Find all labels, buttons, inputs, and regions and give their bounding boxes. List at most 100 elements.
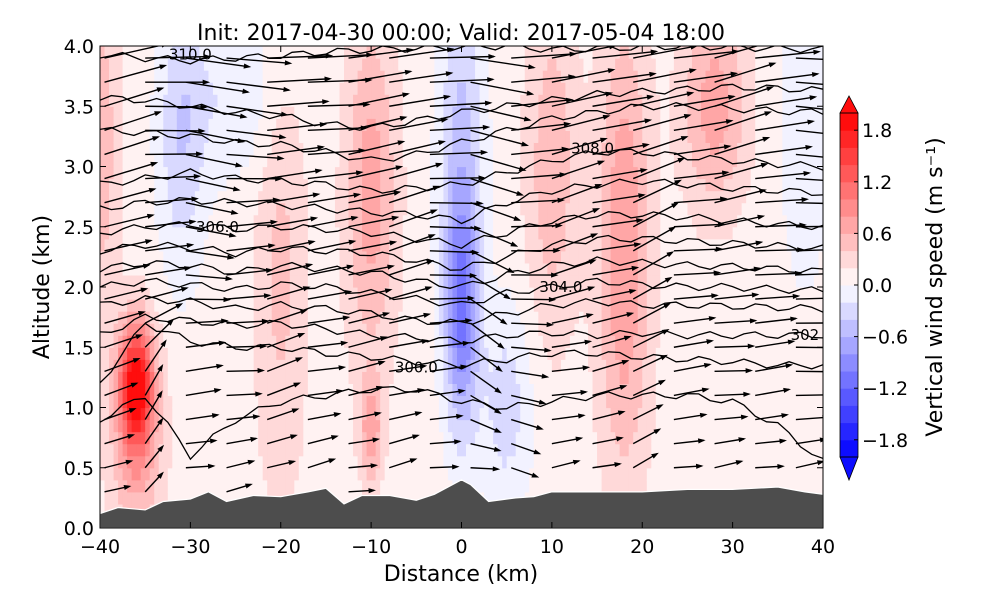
w-cell xyxy=(493,94,499,107)
w-cell xyxy=(276,347,282,360)
w-cell xyxy=(429,142,435,156)
w-cell xyxy=(244,262,250,276)
w-cell xyxy=(547,106,553,119)
w-cell xyxy=(597,262,603,276)
w-cell xyxy=(357,443,363,457)
w-cell xyxy=(113,491,119,505)
w-cell xyxy=(176,82,182,95)
w-cell xyxy=(163,106,169,119)
w-cell xyxy=(172,347,178,360)
w-cell xyxy=(176,431,182,445)
w-cell xyxy=(113,274,119,288)
w-cell xyxy=(452,323,458,336)
w-cell xyxy=(136,142,142,156)
w-cell xyxy=(294,70,300,83)
w-cell xyxy=(583,359,589,372)
w-cell xyxy=(194,238,201,252)
w-cell xyxy=(389,238,395,252)
w-cell xyxy=(533,178,539,192)
w-cell xyxy=(271,383,277,397)
w-cell xyxy=(276,70,282,83)
w-cell xyxy=(357,250,363,264)
w-cell xyxy=(172,323,178,336)
w-cell xyxy=(578,359,585,372)
w-cell xyxy=(592,455,598,469)
w-cell xyxy=(240,238,246,252)
w-cell xyxy=(357,82,363,95)
w-cell xyxy=(244,299,250,312)
w-cell xyxy=(348,479,354,493)
w-cell xyxy=(398,226,404,240)
w-cell xyxy=(447,383,454,397)
w-cell xyxy=(384,58,390,71)
w-cell xyxy=(420,130,426,143)
w-cell xyxy=(131,287,137,300)
w-cell xyxy=(136,431,142,445)
w-cell xyxy=(366,142,372,156)
w-cell xyxy=(344,70,350,83)
w-cell xyxy=(615,118,621,131)
w-cell xyxy=(371,371,377,384)
w-cell xyxy=(389,467,395,481)
w-cell xyxy=(565,407,571,421)
w-cell xyxy=(330,287,336,300)
w-cell xyxy=(597,431,603,445)
w-cell xyxy=(443,479,449,493)
w-cell xyxy=(488,407,494,421)
w-cell xyxy=(511,154,517,168)
w-cell xyxy=(131,190,137,204)
w-cell xyxy=(583,118,589,131)
w-cell xyxy=(606,154,612,168)
w-cell xyxy=(529,214,535,228)
w-cell xyxy=(565,359,571,372)
w-cell xyxy=(190,142,196,156)
w-cell xyxy=(109,479,115,493)
w-cell xyxy=(231,94,237,107)
w-cell xyxy=(321,347,327,360)
w-cell xyxy=(131,166,137,180)
w-cell xyxy=(185,383,191,397)
w-cell xyxy=(321,82,327,95)
w-cell xyxy=(606,443,612,457)
w-cell xyxy=(610,178,616,192)
w-cell xyxy=(511,130,517,143)
w-cell xyxy=(384,311,390,324)
w-cell xyxy=(484,455,490,469)
w-cell xyxy=(181,347,187,360)
w-cell xyxy=(420,250,426,264)
w-cell xyxy=(190,431,196,445)
w-cell xyxy=(619,407,625,421)
w-cell xyxy=(321,287,327,300)
w-cell xyxy=(628,154,634,168)
w-cell xyxy=(529,371,535,384)
w-cell xyxy=(452,467,458,481)
w-cell xyxy=(253,335,259,348)
w-cell xyxy=(113,443,119,457)
w-cell xyxy=(497,190,503,204)
w-cell xyxy=(172,419,178,433)
w-cell xyxy=(547,250,553,264)
w-cell xyxy=(249,178,255,192)
w-cell xyxy=(511,287,517,300)
w-cell xyxy=(366,262,372,276)
w-cell xyxy=(303,154,309,168)
w-cell xyxy=(633,299,639,312)
w-cell xyxy=(452,262,458,276)
w-cell xyxy=(583,106,589,119)
w-cell xyxy=(249,299,255,312)
w-cell xyxy=(258,347,264,360)
w-cell xyxy=(542,335,548,348)
w-cell xyxy=(330,178,336,192)
w-cell xyxy=(362,287,368,300)
w-cell xyxy=(154,383,160,397)
w-cell xyxy=(244,250,250,264)
w-cell xyxy=(104,335,110,348)
w-cell xyxy=(502,118,508,131)
w-cell xyxy=(208,359,214,372)
w-cell xyxy=(606,82,612,95)
w-cell xyxy=(113,287,119,300)
w-cell xyxy=(438,154,445,168)
w-cell xyxy=(118,214,124,228)
w-cell xyxy=(411,130,417,143)
w-cell xyxy=(578,250,585,264)
